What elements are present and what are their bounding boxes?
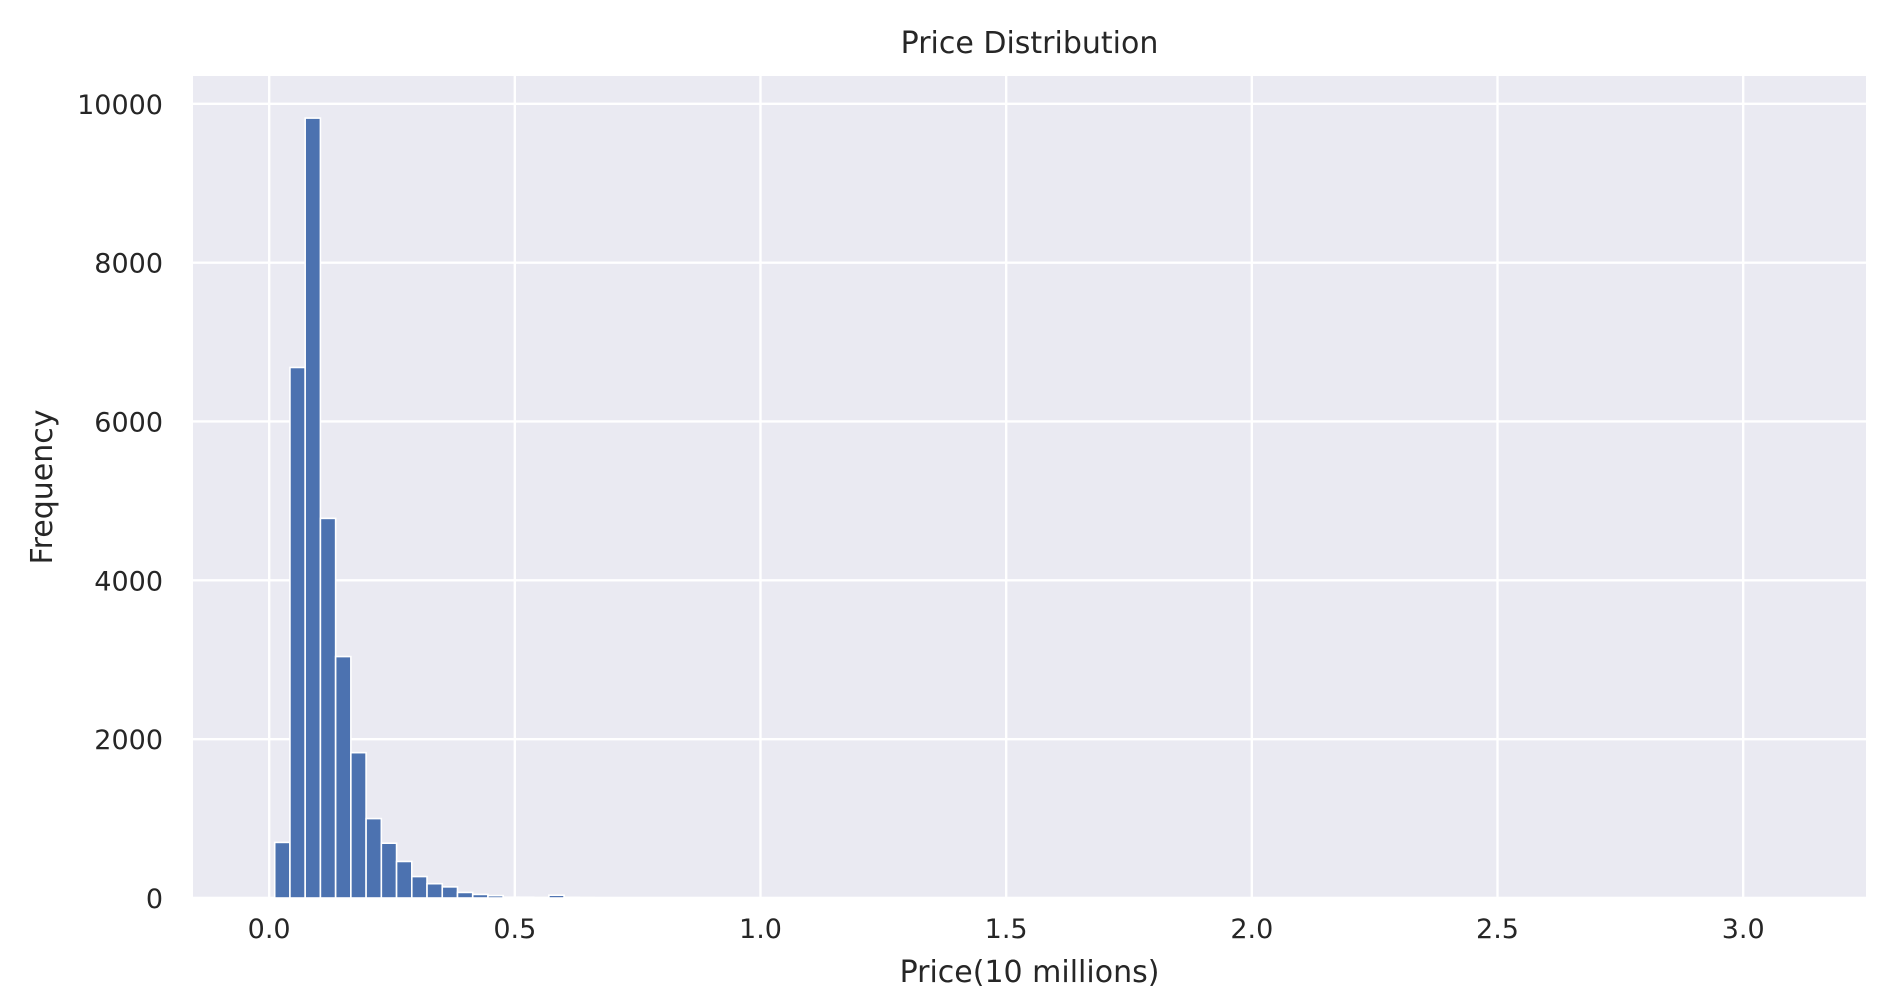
histogram-bar-16 bbox=[517, 896, 535, 899]
histogram-bar-4 bbox=[334, 655, 352, 899]
x-tick-label-0: 0.0 bbox=[248, 914, 291, 945]
histogram-bar-12 bbox=[456, 891, 474, 899]
histogram-bar-11 bbox=[441, 886, 459, 899]
grid-lines bbox=[193, 76, 1866, 900]
y-tick-label-2: 4000 bbox=[94, 566, 163, 597]
histogram-bar-3 bbox=[319, 517, 337, 899]
chart-title: Price Distribution bbox=[901, 26, 1159, 61]
plot-area bbox=[193, 76, 1866, 898]
y-tick-label-1: 2000 bbox=[94, 725, 163, 756]
histogram-bars bbox=[273, 117, 657, 899]
histogram-bar-2 bbox=[304, 117, 322, 899]
histogram-bar-13 bbox=[471, 893, 489, 899]
y-tick-label-5: 10000 bbox=[77, 90, 163, 121]
x-tick-label-1: 0.5 bbox=[493, 914, 536, 945]
y-tick-label-4: 8000 bbox=[94, 249, 163, 280]
x-tick-label-5: 2.5 bbox=[1476, 914, 1519, 945]
y-tick-label-3: 6000 bbox=[94, 407, 163, 438]
tick-labels: 0.0 0.5 1.0 1.5 2.0 2.5 3.0 0 2000 4000 6000 8000 10… bbox=[77, 90, 1765, 945]
histogram-bar-18 bbox=[548, 894, 565, 899]
histogram-bar-9 bbox=[410, 875, 428, 899]
histogram-bar-5 bbox=[350, 751, 367, 899]
x-tick-label-6: 3.0 bbox=[1722, 914, 1765, 945]
x-tick-label-2: 1.0 bbox=[739, 914, 782, 945]
histogram-bar-10 bbox=[426, 882, 444, 899]
histogram-bar-1 bbox=[289, 366, 306, 899]
histogram-bar-19 bbox=[563, 896, 581, 899]
histogram-bar-0 bbox=[273, 841, 291, 899]
histogram-bar-14 bbox=[487, 894, 504, 899]
y-tick-label-0: 0 bbox=[146, 884, 163, 915]
histogram-bar-8 bbox=[395, 860, 413, 899]
x-tick-label-3: 1.5 bbox=[985, 914, 1028, 945]
y-axis-label: Frequency bbox=[25, 410, 60, 565]
histogram-bar-15 bbox=[502, 896, 520, 899]
histogram-bar-6 bbox=[365, 817, 383, 899]
x-tick-label-4: 2.0 bbox=[1230, 914, 1273, 945]
x-axis-label: Price(10 millions) bbox=[900, 955, 1160, 990]
histogram-bar-7 bbox=[380, 842, 398, 899]
